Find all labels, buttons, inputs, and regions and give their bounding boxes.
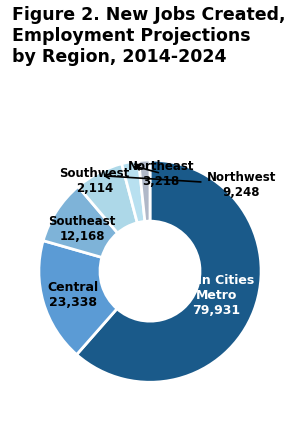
Wedge shape (76, 161, 261, 382)
Text: Southeast
12,168: Southeast 12,168 (49, 214, 116, 242)
Wedge shape (122, 161, 145, 223)
Text: Northwest
9,248: Northwest 9,248 (105, 171, 276, 199)
Text: Figure 2. New Jobs Created,
Employment Projections
by Region, 2014-2024: Figure 2. New Jobs Created, Employment P… (12, 6, 286, 65)
Text: Northeast
3,218: Northeast 3,218 (128, 160, 194, 188)
Wedge shape (139, 161, 150, 222)
Text: Twin Cities
Metro
79,931: Twin Cities Metro 79,931 (179, 273, 254, 316)
Wedge shape (78, 164, 137, 233)
Text: Southwest
2,114: Southwest 2,114 (59, 165, 140, 195)
Text: Central
23,338: Central 23,338 (47, 280, 98, 308)
Wedge shape (43, 187, 118, 258)
Wedge shape (39, 241, 117, 355)
